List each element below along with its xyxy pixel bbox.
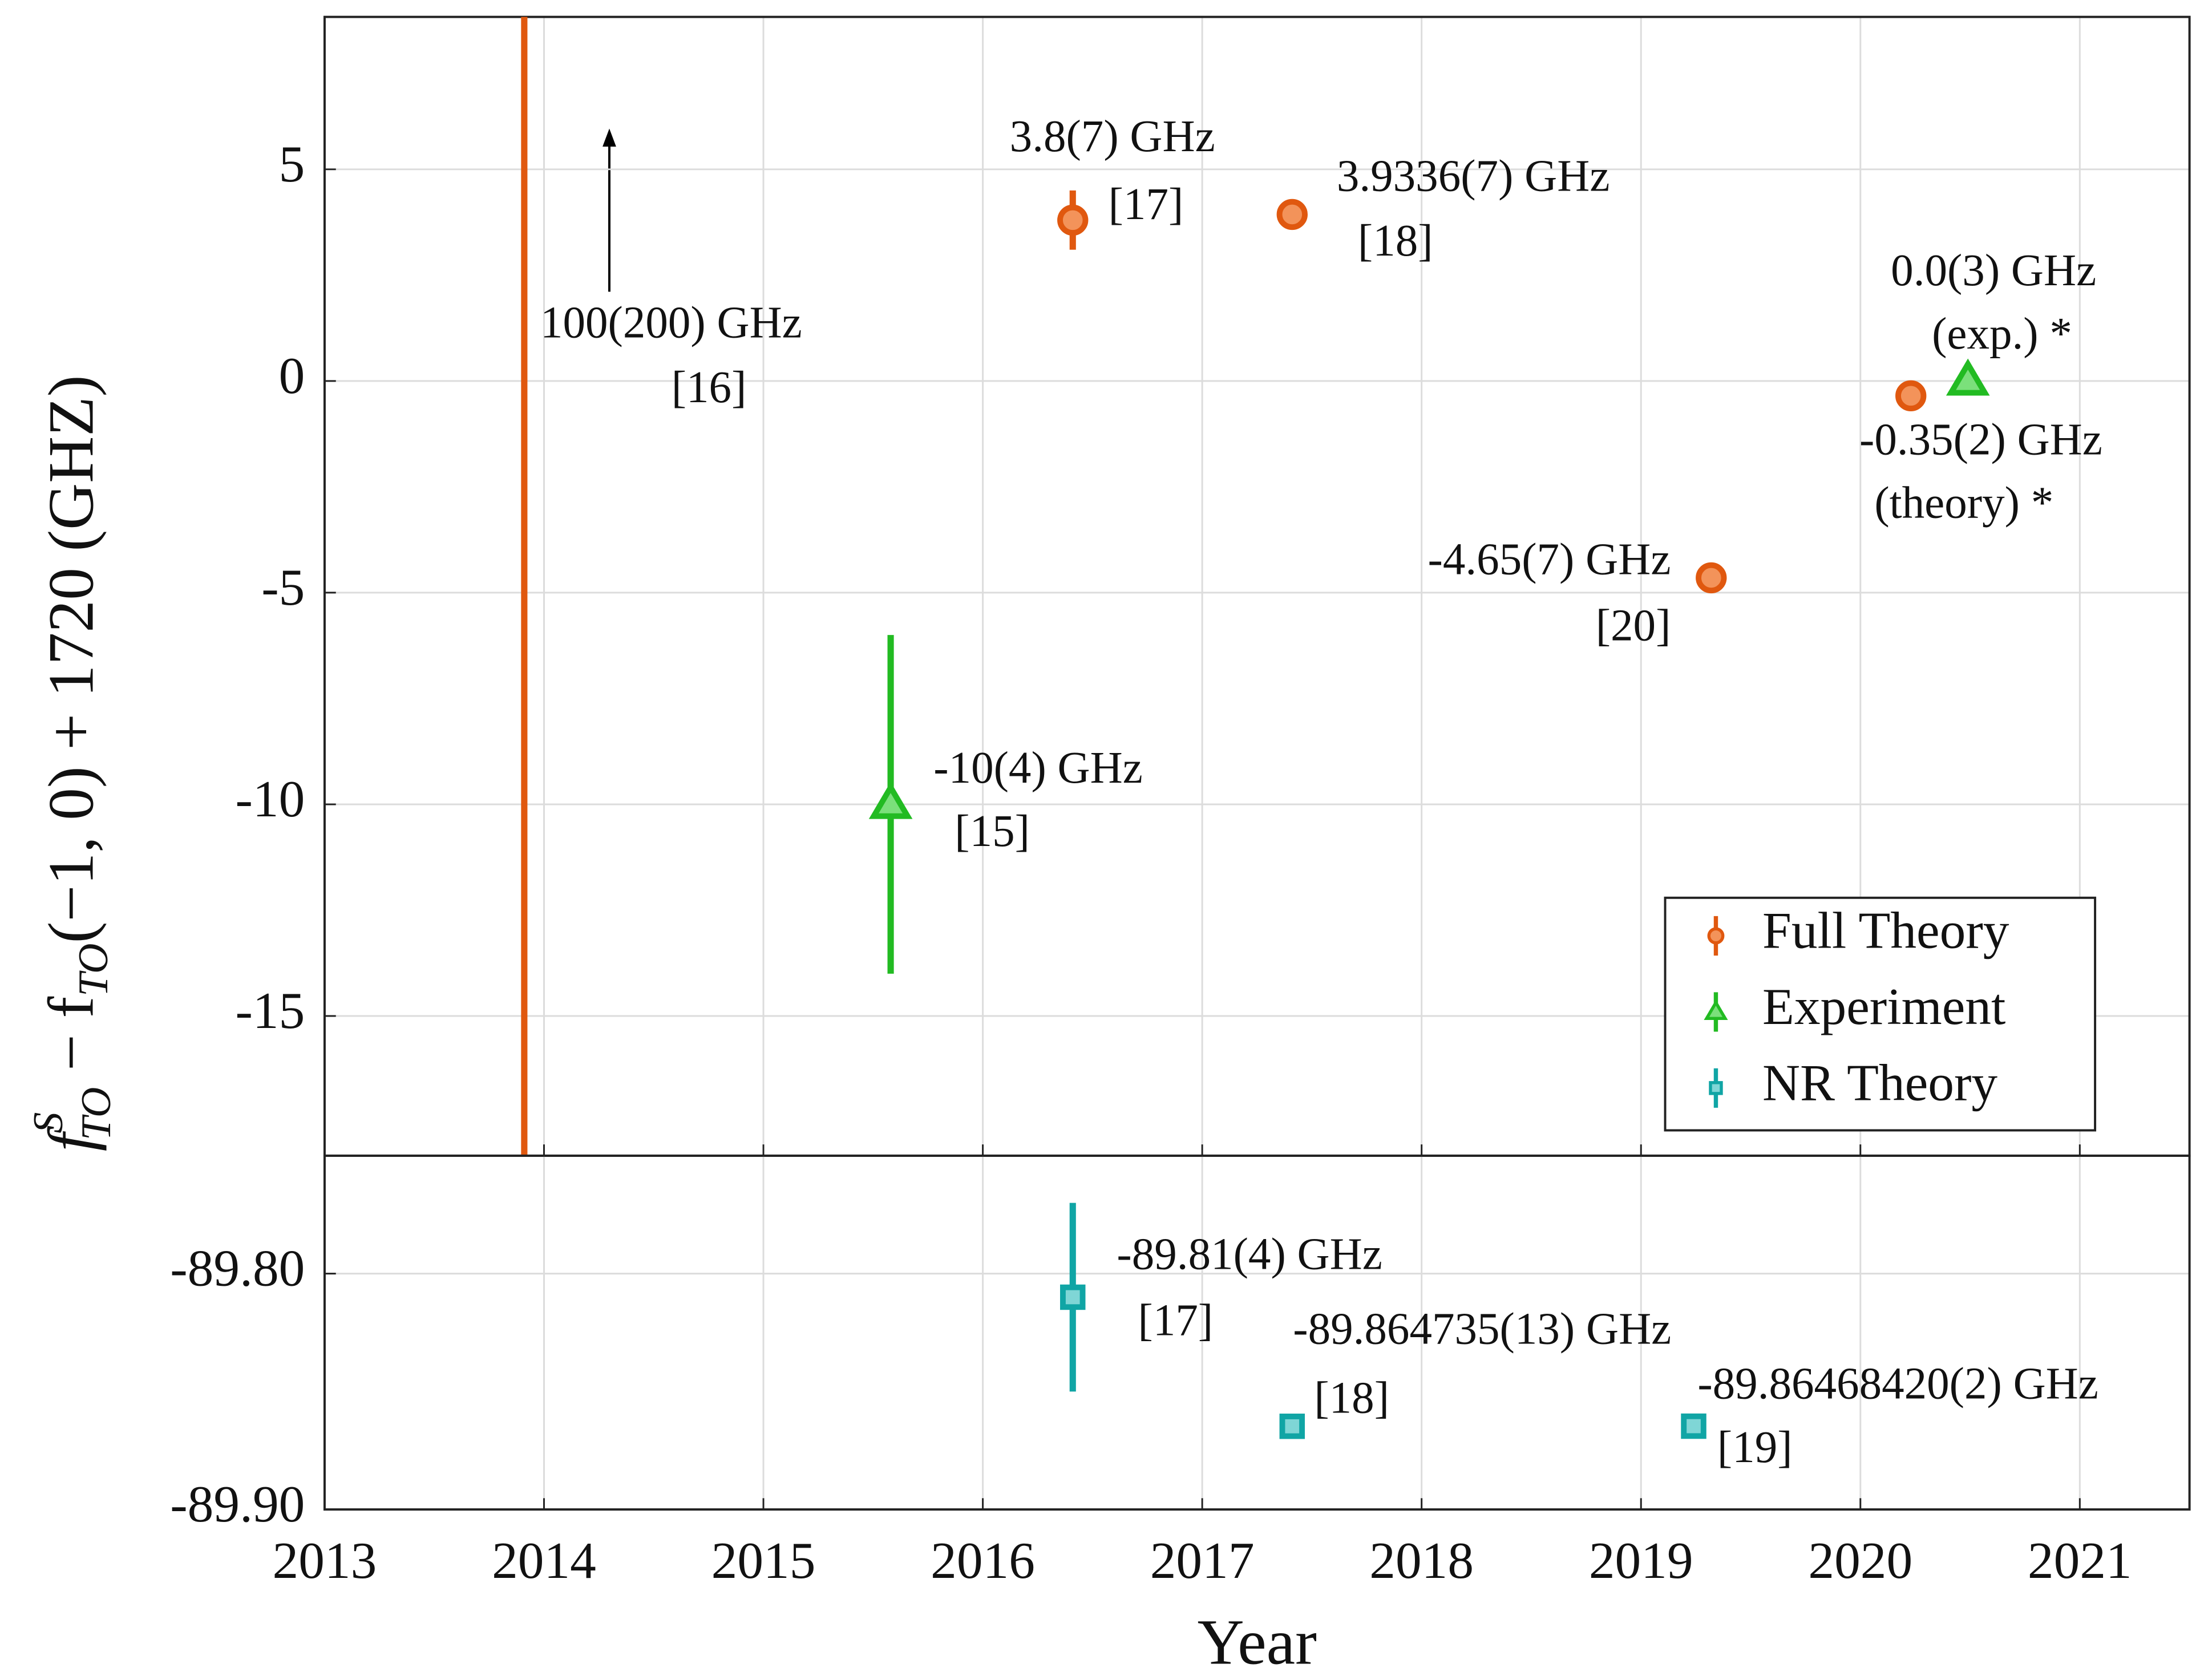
y-axis-label-part: − f: [35, 997, 107, 1087]
x-tick-label: 2015: [711, 1532, 816, 1589]
annotation: -89.81(4) GHz: [1117, 1229, 1382, 1279]
x-tick-label: 2020: [1808, 1532, 1912, 1589]
marker: [868, 782, 913, 819]
y-axis-label-part: (−1, 0) + 1720 (GHZ): [35, 375, 107, 943]
legend-label: NR Theory: [1762, 1054, 1997, 1111]
annotation: -89.86468420(2) GHz: [1697, 1359, 2098, 1409]
plot-area: [521, 17, 1990, 1156]
legend-label: Full Theory: [1762, 901, 2009, 959]
annotation: [17]: [1138, 1296, 1214, 1346]
annotation: (exp.) *: [1932, 309, 2072, 359]
annotation: [17]: [1109, 180, 1184, 229]
annotation: (theory) *: [1874, 479, 2053, 528]
axes-box: [323, 1154, 2191, 1511]
annotation: 3.8(7) GHz: [1010, 112, 1215, 161]
marker: [1946, 358, 1990, 396]
annotation: [19]: [1717, 1423, 1793, 1472]
annotation: -10(4) GHz: [933, 743, 1143, 793]
x-tick-label: 2013: [273, 1532, 377, 1589]
marker: [1707, 927, 1725, 945]
annotation: [15]: [955, 807, 1030, 856]
annotation: [16]: [672, 363, 747, 412]
y-axis-label: fSTO − fTO(−1, 0) + 1720 (GHZ): [25, 375, 120, 1151]
marker: [1704, 999, 1728, 1021]
x-tick-label: 2017: [1150, 1532, 1255, 1589]
annotation: [18]: [1358, 216, 1433, 266]
legend-box: [1664, 896, 2097, 1132]
annotation: [18]: [1314, 1373, 1389, 1423]
y-tick-label: -89.80: [170, 1240, 305, 1297]
x-tick-label: 2019: [1589, 1532, 1693, 1589]
annotation: -4.65(7) GHz: [1428, 535, 1671, 584]
marker: [1279, 1414, 1305, 1439]
y-axis-label-part: S: [25, 1112, 72, 1134]
marker: [1060, 1284, 1086, 1310]
y-tick-label: 0: [279, 347, 305, 404]
x-tick-label: 2021: [2028, 1532, 2132, 1589]
y-axis-label-part: TO: [70, 943, 117, 996]
y-tick-label: -5: [261, 558, 305, 616]
annotation: 3.9336(7) GHz: [1337, 151, 1610, 201]
y-tick-label: -15: [235, 982, 305, 1039]
annotation: [20]: [1596, 601, 1671, 651]
annotation: -0.35(2) GHz: [1859, 415, 2102, 464]
x-axis-label: Year: [1198, 1606, 1317, 1678]
y-tick-label: -10: [235, 770, 305, 828]
marker: [1709, 1081, 1723, 1095]
marker: [1696, 562, 1727, 594]
annotation: 0.0(3) GHz: [1891, 246, 2096, 295]
marker: [1895, 380, 1927, 412]
y-tick-label: -89.90: [170, 1475, 305, 1533]
marker: [1681, 1413, 1706, 1439]
plot-area: [1060, 1203, 1706, 1439]
annotation: -89.864735(13) GHz: [1293, 1304, 1671, 1354]
x-tick-label: 2018: [1369, 1532, 1474, 1589]
y-axis-label-part: TO: [73, 1087, 120, 1140]
marker: [1057, 204, 1089, 236]
x-tick-label: 2014: [492, 1532, 596, 1589]
y-tick-label: 5: [279, 135, 305, 193]
x-tick-label: 2016: [931, 1532, 1035, 1589]
legend-label: Experiment: [1762, 978, 2005, 1035]
annotation: 100(200) GHz: [540, 298, 802, 347]
marker: [1276, 199, 1308, 230]
